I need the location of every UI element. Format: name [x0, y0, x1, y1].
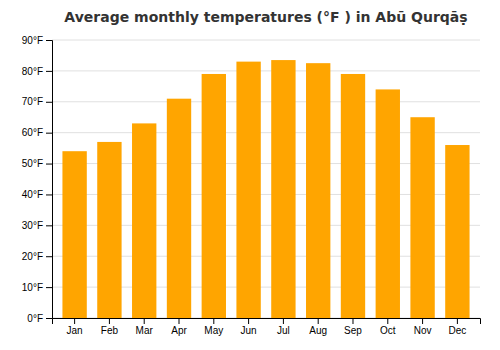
tick: Dec — [448, 318, 466, 336]
tick-label: Mar — [136, 325, 154, 336]
grid-line — [52, 40, 480, 41]
bars — [62, 60, 469, 318]
tick-mark — [46, 287, 52, 288]
grid-line — [52, 101, 480, 102]
bar — [445, 145, 469, 318]
tick-mark — [46, 133, 52, 134]
tick-label: Apr — [171, 325, 187, 336]
tick-label: 90°F — [22, 35, 43, 46]
tick-label: 50°F — [22, 158, 43, 169]
tick: 40°F — [22, 189, 52, 200]
bar — [202, 74, 226, 318]
tick: 70°F — [22, 96, 52, 107]
bar — [167, 99, 191, 318]
tick-mark — [46, 256, 52, 257]
tick: Aug — [309, 318, 327, 336]
bar — [341, 74, 365, 318]
tick: Apr — [171, 318, 187, 336]
tick: Mar — [136, 318, 154, 336]
tick-label: Jun — [241, 325, 257, 336]
tick-mark — [46, 40, 52, 41]
tick: Jul — [277, 318, 290, 336]
tick-mark — [46, 71, 52, 72]
tick-mark — [46, 194, 52, 195]
grid — [52, 40, 480, 318]
axis-line — [53, 319, 481, 325]
bar — [306, 63, 330, 318]
tick-label: 40°F — [22, 189, 43, 200]
tick-mark — [144, 318, 145, 324]
tick: 60°F — [22, 127, 52, 138]
plot-area: 0°F 10°F 20°F 30°F 40°F 50°F 60°F 70°F 80°F 90°F J… — [22, 35, 481, 336]
tick: 90°F — [22, 35, 52, 46]
tick-label: Jul — [277, 325, 290, 336]
tick-mark — [46, 164, 52, 165]
bar — [410, 117, 434, 318]
tick-label: 60°F — [22, 127, 43, 138]
bar — [62, 151, 86, 318]
tick-label: 10°F — [22, 282, 43, 293]
tick-label: Jan — [67, 325, 83, 336]
tick-label: 0°F — [27, 313, 43, 324]
tick-label: Nov — [414, 325, 432, 336]
tick: 0°F — [27, 313, 52, 324]
tick: Feb — [101, 318, 119, 336]
y-axis: 0°F 10°F 20°F 30°F 40°F 50°F 60°F 70°F 80°F 90°F — [22, 35, 53, 324]
tick: 30°F — [22, 220, 52, 231]
tick-mark — [387, 318, 388, 324]
bar — [376, 89, 400, 318]
tick: 20°F — [22, 251, 52, 262]
tick-label: Sep — [344, 325, 362, 336]
bar — [271, 60, 295, 318]
grid-line — [52, 70, 480, 71]
tick: May — [204, 318, 223, 336]
tick-mark — [213, 318, 214, 324]
tick-label: 80°F — [22, 66, 43, 77]
tick-mark — [179, 318, 180, 324]
bar — [132, 123, 156, 318]
bar — [236, 62, 260, 318]
tick-mark — [352, 318, 353, 324]
title: Average monthly temperatures (°F ) in Ab… — [64, 9, 467, 25]
bar — [97, 142, 121, 318]
tick: 80°F — [22, 66, 52, 77]
tick-mark — [318, 318, 319, 324]
axis-line — [46, 41, 53, 319]
tick-label: Aug — [309, 325, 327, 336]
tick-mark — [422, 318, 423, 324]
tick: 10°F — [22, 282, 52, 293]
tick-label: 20°F — [22, 251, 43, 262]
tick-label: Dec — [448, 325, 466, 336]
tick-mark — [46, 225, 52, 226]
tick-mark — [46, 102, 52, 103]
tick-label: 30°F — [22, 220, 43, 231]
x-axis: Jan Feb Mar Apr May Jun Jul Aug Sep Oct Nov Dec — [53, 318, 481, 336]
tick-mark — [248, 318, 249, 324]
tick-mark — [283, 318, 284, 324]
tick-label: 70°F — [22, 96, 43, 107]
tick-label: Oct — [380, 325, 396, 336]
tick: Nov — [414, 318, 432, 336]
tick: 50°F — [22, 158, 52, 169]
chart: 0°F 10°F 20°F 30°F 40°F 50°F 60°F 70°F 80°F 90°F J… — [0, 0, 500, 350]
tick-mark — [457, 318, 458, 324]
tick: Jan — [67, 318, 83, 336]
tick-label: Feb — [101, 325, 119, 336]
tick-label: May — [204, 325, 223, 336]
tick-mark — [46, 318, 52, 319]
tick: Sep — [344, 318, 362, 336]
tick: Oct — [380, 318, 396, 336]
tick-mark — [109, 318, 110, 324]
tick: Jun — [241, 318, 257, 336]
tick-mark — [74, 318, 75, 324]
